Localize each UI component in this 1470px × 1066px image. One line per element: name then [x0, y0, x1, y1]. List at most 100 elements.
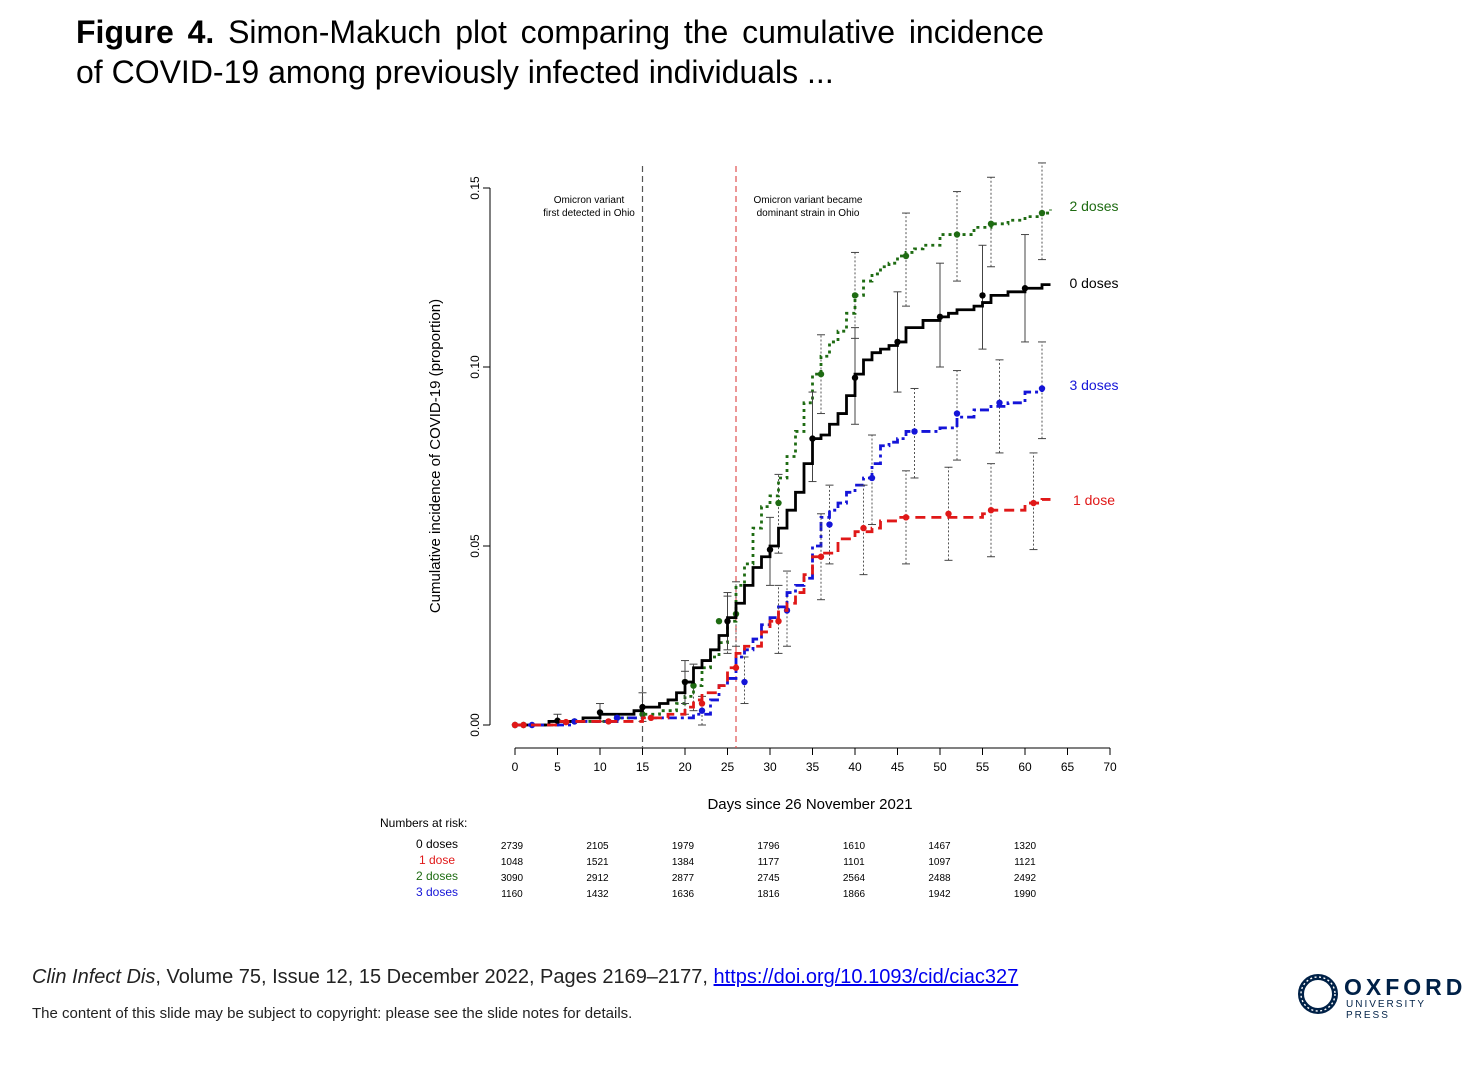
citation-journal: Clin Infect Dis [32, 966, 156, 988]
simon-makuch-chart: 0 5 10 15 20 25 30 35 40 45 50 55 60 65 70 Days since 2… [380, 162, 1119, 900]
series-marker [715, 617, 723, 625]
series-marker [868, 474, 876, 482]
x-axis-label: Days since 26 November 2021 [707, 796, 912, 813]
series-marker [817, 553, 825, 560]
x-tick-label: 70 [1103, 760, 1117, 774]
series-marker [826, 521, 833, 528]
at-risk-row-label: 2 doses [416, 869, 458, 883]
series-line [515, 209, 1052, 727]
at-risk-value: 1866 [843, 889, 866, 900]
at-risk-value: 1942 [928, 889, 951, 900]
y-tick-label: 0.00 [468, 713, 482, 737]
series-marker [647, 714, 655, 722]
series-marker [571, 718, 578, 725]
series-marker [698, 707, 706, 714]
at-risk-value: 1796 [757, 841, 780, 852]
at-risk-value: 1467 [928, 841, 951, 852]
series-marker [851, 374, 859, 381]
at-risk-row-label: 0 doses [416, 837, 458, 851]
series-marker [860, 524, 867, 532]
annotation-text: dominant strain in Ohio [757, 208, 860, 219]
y-tick-label: 0.05 [468, 534, 482, 558]
series-marker [766, 546, 774, 553]
series-marker [613, 714, 621, 722]
series-marker [902, 514, 910, 521]
x-tick-label: 55 [976, 760, 990, 774]
at-risk-value: 3090 [501, 873, 524, 884]
y-tick-label: 0.15 [468, 176, 482, 200]
series-marker [945, 510, 952, 517]
citation: Clin Infect Dis, Volume 75, Issue 12, 15… [32, 966, 1018, 989]
series-marker [979, 292, 986, 299]
at-risk-value: 2564 [843, 873, 866, 884]
at-risk-value: 1048 [501, 857, 524, 868]
x-tick-label: 60 [1018, 760, 1032, 774]
at-risk-value: 1320 [1014, 841, 1037, 852]
at-risk-value: 1097 [928, 857, 951, 868]
series-marker [1038, 209, 1046, 217]
at-risk-value: 2877 [672, 873, 695, 884]
series-marker [554, 717, 561, 724]
x-tick-label: 45 [891, 760, 905, 774]
at-risk-value: 1432 [586, 889, 609, 900]
series-marker [1030, 499, 1037, 507]
series-marker [987, 220, 995, 227]
series-label: 1 dose [1073, 492, 1115, 508]
series-marker [953, 231, 961, 238]
figure-title: Figure 4. Simon-Makuch plot comparing th… [76, 12, 1044, 92]
series-marker [690, 682, 697, 689]
at-risk-value: 2105 [586, 841, 609, 852]
at-risk-value: 1990 [1014, 889, 1037, 900]
series-marker [698, 700, 706, 707]
at-risk-value: 1979 [672, 841, 695, 852]
series-marker [724, 617, 731, 625]
x-tick-label: 15 [636, 760, 650, 774]
series-marker [987, 507, 995, 514]
series-marker [520, 721, 527, 729]
at-risk-value: 2492 [1014, 873, 1037, 884]
series-marker [775, 499, 782, 507]
annotation-text: first detected in Ohio [543, 208, 635, 219]
series-marker [1021, 285, 1029, 292]
oxford-emblem-icon [1298, 974, 1338, 1014]
figure-caption: Simon-Makuch plot comparing the cumulati… [76, 14, 1045, 90]
at-risk-value: 1101 [843, 857, 865, 868]
series-marker [809, 435, 816, 442]
y-axis-label: Cumulative incidence of COVID-19 (propor… [427, 299, 444, 613]
at-risk-value: 2912 [586, 873, 609, 884]
at-risk-value: 2745 [757, 873, 780, 884]
series-marker [605, 718, 612, 725]
at-risk-value: 1610 [843, 841, 866, 852]
series-marker [562, 718, 570, 726]
at-risk-value: 1177 [758, 857, 780, 868]
series-label: 2 doses [1069, 198, 1118, 214]
series-marker [894, 338, 901, 346]
series-marker [775, 617, 782, 625]
series-line [515, 283, 1051, 727]
series-label: 3 doses [1069, 377, 1118, 393]
series-label: 0 doses [1069, 275, 1118, 291]
at-risk-value: 2488 [928, 873, 951, 884]
y-tick-label: 0.10 [468, 355, 482, 379]
x-tick-label: 40 [848, 760, 862, 774]
at-risk-value: 2739 [501, 841, 524, 852]
x-tick-label: 25 [721, 760, 735, 774]
series-marker [511, 721, 519, 729]
citation-details: , Volume 75, Issue 12, 15 December 2022,… [155, 966, 714, 988]
doi-link[interactable]: https://doi.org/10.1093/cid/ciac327 [713, 966, 1019, 988]
series-marker [936, 313, 944, 321]
at-risk-row-label: 3 doses [416, 885, 458, 899]
at-risk-value: 1816 [757, 889, 780, 900]
x-tick-label: 5 [554, 760, 561, 774]
series-marker [596, 709, 604, 716]
x-tick-label: 65 [1061, 760, 1075, 774]
series-marker [911, 428, 918, 435]
series-marker [639, 703, 646, 711]
series-line [515, 388, 1044, 727]
logo-subtitle: UNIVERSITY PRESS [1346, 999, 1426, 1021]
figure-number: Figure 4. [76, 14, 215, 50]
series-marker [732, 664, 740, 671]
series-marker [851, 292, 859, 299]
at-risk-value: 1160 [501, 889, 523, 900]
series-marker [817, 370, 825, 378]
